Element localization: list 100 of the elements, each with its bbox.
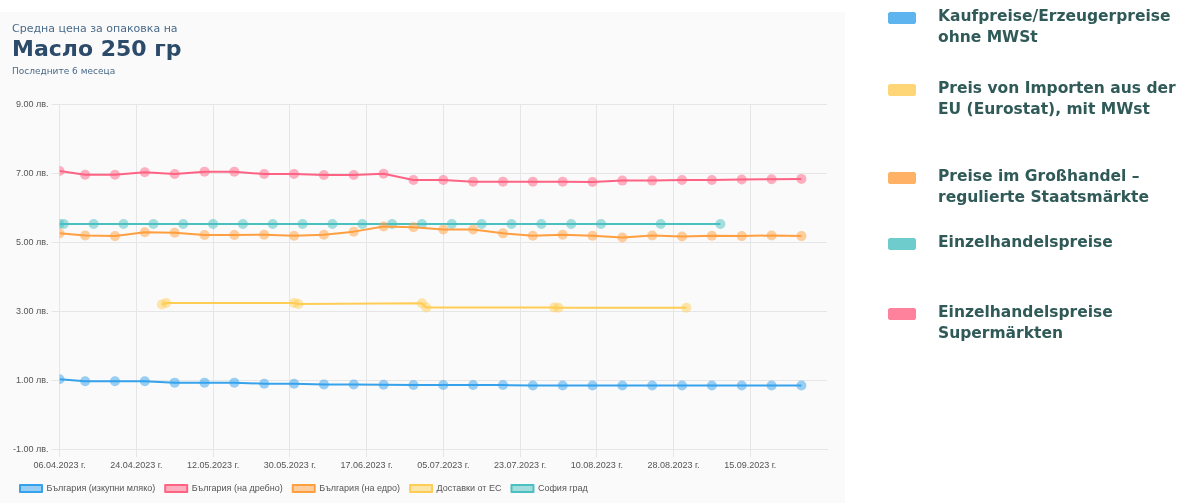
x-tick-label: 06.04.2023 г. (33, 460, 86, 471)
point (468, 380, 479, 391)
point (647, 175, 658, 186)
point (617, 380, 628, 391)
point (289, 230, 300, 241)
point (766, 380, 777, 391)
point (408, 222, 419, 233)
point (229, 377, 240, 388)
legend-label: София град (537, 482, 589, 493)
point (715, 219, 726, 230)
text: Preis von Importen aus der EU (Eurostat), mit MWst (938, 78, 1177, 120)
point (139, 167, 150, 178)
point (318, 379, 329, 390)
point (237, 219, 248, 230)
point (148, 219, 159, 230)
point (199, 377, 210, 388)
point (736, 174, 747, 185)
x-tick-label: 30.05.2023 г. (263, 460, 316, 471)
point (557, 176, 568, 187)
x-tick-label: 28.08.2023 г. (647, 460, 700, 471)
point (677, 174, 688, 185)
point (293, 299, 304, 310)
point (297, 219, 308, 230)
point (267, 219, 278, 230)
point (468, 224, 479, 235)
point (378, 168, 389, 179)
point (169, 169, 180, 180)
point (80, 376, 91, 387)
point (446, 219, 457, 230)
point (438, 224, 449, 235)
point (357, 219, 368, 230)
point (199, 230, 210, 241)
x-tick-label: 23.07.2023 г. (493, 460, 547, 471)
point (178, 219, 189, 230)
point (161, 298, 172, 309)
point (796, 173, 807, 184)
point (796, 380, 807, 391)
point (378, 379, 389, 390)
point (736, 231, 747, 242)
point (677, 231, 688, 242)
point (259, 169, 270, 180)
point (421, 302, 432, 313)
legend-label: България (на едро) (319, 482, 401, 493)
point (468, 176, 479, 187)
x-tick-label: 12.05.2023 г. (186, 460, 240, 471)
chart-subtitle: Последните 6 месеца (12, 66, 116, 76)
point (229, 230, 240, 241)
point (557, 229, 568, 240)
point (736, 380, 747, 391)
point (289, 169, 300, 180)
point (647, 230, 658, 241)
point (169, 227, 180, 238)
point (587, 230, 598, 241)
point (118, 219, 129, 230)
point (681, 302, 692, 313)
x-tick-label: 24.04.2023 г. (110, 460, 163, 471)
point (566, 219, 577, 230)
point (438, 380, 449, 391)
point (497, 176, 508, 187)
point (596, 219, 607, 230)
point (348, 379, 359, 390)
point (647, 380, 658, 391)
point (587, 176, 598, 187)
point (109, 376, 120, 387)
point (766, 174, 777, 185)
point (327, 219, 338, 230)
y-tick-label: 3.00 лв. (15, 305, 49, 316)
legend-label: България (на дребно) (191, 482, 283, 493)
point (766, 230, 777, 241)
point (88, 219, 99, 230)
text: Einzelhandelspreise (938, 232, 1114, 253)
point (80, 169, 91, 180)
point (677, 380, 688, 391)
text: Средна цена за опаковка на (12, 22, 178, 35)
chart-title: Масло 250 гр (12, 36, 182, 61)
y-tick-label: 9.00 лв. (15, 98, 49, 109)
point (139, 376, 150, 387)
point (199, 166, 210, 177)
text: Einzelhandelspreise Supermärkten (938, 302, 1114, 344)
point (655, 219, 666, 230)
x-tick-label: 15.09.2023 г. (724, 460, 777, 471)
point (706, 230, 717, 241)
point (348, 226, 359, 237)
y-tick-label: 1.00 лв. (15, 374, 49, 385)
point (706, 174, 717, 185)
text: Kaufpreise/Erzeugerpreise ohne MWSt (938, 6, 1172, 48)
point (259, 229, 270, 240)
point (378, 221, 389, 232)
point (408, 174, 419, 185)
point (59, 219, 69, 230)
point (706, 380, 717, 391)
point (527, 230, 538, 241)
point (109, 231, 120, 242)
point (109, 169, 120, 180)
point (289, 378, 300, 389)
x-tick-label: 17.06.2023 г. (340, 460, 393, 471)
text: Preise im Großhandel – regulierte Staatsmärkte (938, 166, 1150, 208)
point (318, 170, 329, 181)
point (506, 219, 517, 230)
point (348, 170, 359, 181)
